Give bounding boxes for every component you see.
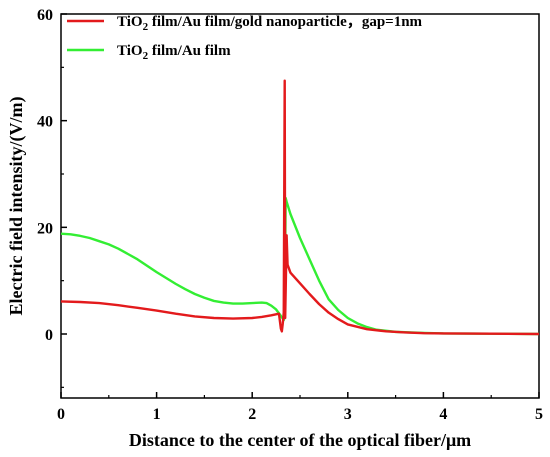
y-tick-label: 60 [37,7,53,24]
legend-label-1: TiO2 film/Au film/gold nanoparticle，gap=… [117,14,423,33]
legend-label-part: film/Au film/gold nanoparticle，gap=1nm [148,14,422,30]
x-tick-label: 0 [57,406,65,423]
legend-label-part: TiO [117,43,143,59]
legend-label-part: TiO [117,14,143,30]
y-tick-label: 0 [45,327,53,344]
x-tick-label: 5 [535,406,543,423]
x-axis-title: Distance to the center of the optical fi… [129,430,471,450]
y-tick-label: 20 [37,220,53,237]
series-layer [60,79,540,336]
x-tick-label: 3 [344,406,352,423]
y-tick-label: 40 [37,114,53,131]
legend-label-part: film/Au film [148,43,231,59]
legend: TiO2 film/Au film/gold nanoparticle，gap=… [67,14,423,62]
series-line-2 [60,196,540,336]
x-tick-label: 2 [248,406,256,423]
legend-label-subscript: 2 [143,21,149,33]
series-line-1 [60,79,540,336]
x-tick-label: 1 [153,406,161,423]
legend-label-2: TiO2 film/Au film [117,43,231,62]
plot-frame [60,13,540,399]
y-axis-title: Electric field intensity/(V/m) [6,97,27,316]
legend-label-subscript: 2 [143,50,149,62]
axes: 0 1 2 3 4 5 0 20 40 60 [37,7,543,423]
x-tick-label: 4 [439,406,447,423]
